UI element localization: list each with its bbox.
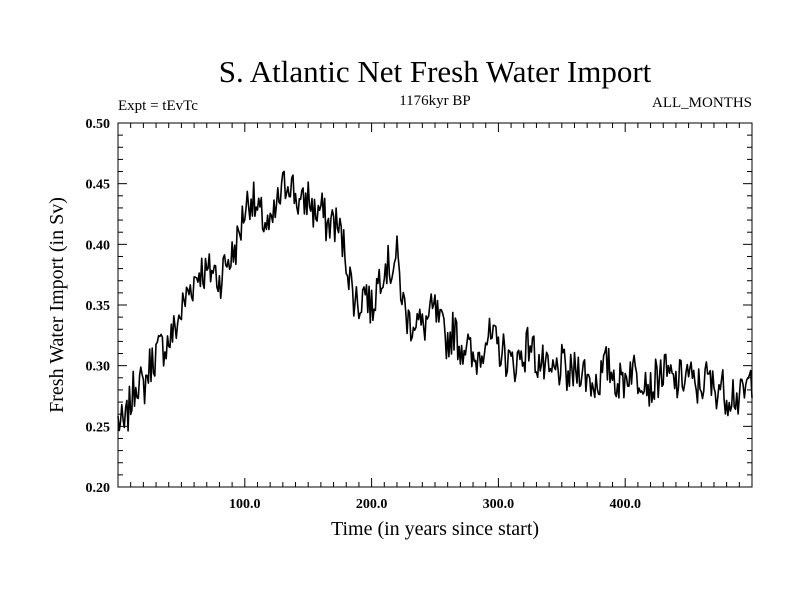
months-label: ALL_MONTHS — [652, 95, 752, 111]
experiment-label: Expt = tEvTc — [118, 98, 198, 114]
x-tick-label: 300.0 — [483, 497, 515, 512]
series-line — [117, 170, 753, 432]
y-tick-label: 0.40 — [86, 238, 111, 253]
period-label: 1176kyr BP — [399, 93, 471, 109]
axis-ticks — [118, 123, 752, 487]
x-axis-label: Time (in years since start) — [331, 518, 539, 540]
x-tick-label: 400.0 — [609, 497, 641, 512]
tick-labels: 100.0 200.0 300.0 400.0 0.20 0.25 0.30 0.35 0.40… — [86, 117, 641, 512]
x-tick-label: 200.0 — [356, 497, 388, 512]
chart-title: S. Atlantic Net Fresh Water Import — [219, 54, 652, 89]
x-tick-label: 100.0 — [229, 497, 261, 512]
y-tick-label: 0.25 — [86, 420, 111, 435]
y-tick-label: 0.50 — [86, 117, 111, 132]
y-tick-label: 0.30 — [86, 360, 111, 375]
y-tick-label: 0.35 — [86, 299, 111, 314]
y-axis-label: Fresh Water Import (in Sv) — [46, 197, 68, 413]
y-tick-label: 0.45 — [86, 178, 111, 193]
y-tick-label: 0.20 — [86, 481, 111, 496]
